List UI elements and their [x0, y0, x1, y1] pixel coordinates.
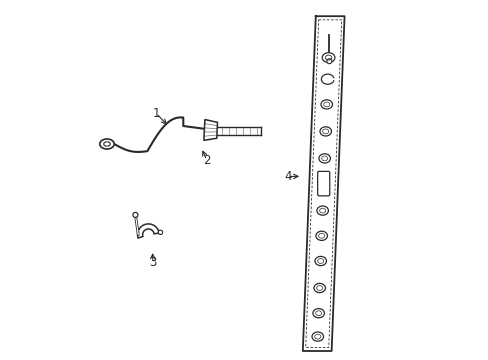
- Text: 1: 1: [152, 107, 160, 120]
- Ellipse shape: [320, 100, 332, 109]
- Ellipse shape: [311, 332, 323, 341]
- FancyBboxPatch shape: [317, 171, 329, 196]
- Ellipse shape: [312, 309, 324, 318]
- Circle shape: [326, 59, 331, 64]
- Circle shape: [158, 230, 163, 234]
- Ellipse shape: [100, 139, 114, 149]
- Text: 3: 3: [149, 256, 156, 269]
- Ellipse shape: [322, 53, 334, 63]
- Text: 4: 4: [284, 170, 291, 183]
- Ellipse shape: [316, 206, 328, 215]
- Polygon shape: [216, 127, 260, 135]
- Ellipse shape: [314, 256, 326, 266]
- Ellipse shape: [315, 231, 327, 240]
- Circle shape: [133, 212, 138, 217]
- Ellipse shape: [318, 154, 330, 163]
- Polygon shape: [203, 120, 217, 140]
- Polygon shape: [302, 16, 344, 351]
- Ellipse shape: [313, 283, 325, 293]
- Ellipse shape: [103, 142, 110, 146]
- Text: 2: 2: [203, 154, 210, 167]
- Ellipse shape: [319, 127, 331, 136]
- Polygon shape: [137, 224, 159, 238]
